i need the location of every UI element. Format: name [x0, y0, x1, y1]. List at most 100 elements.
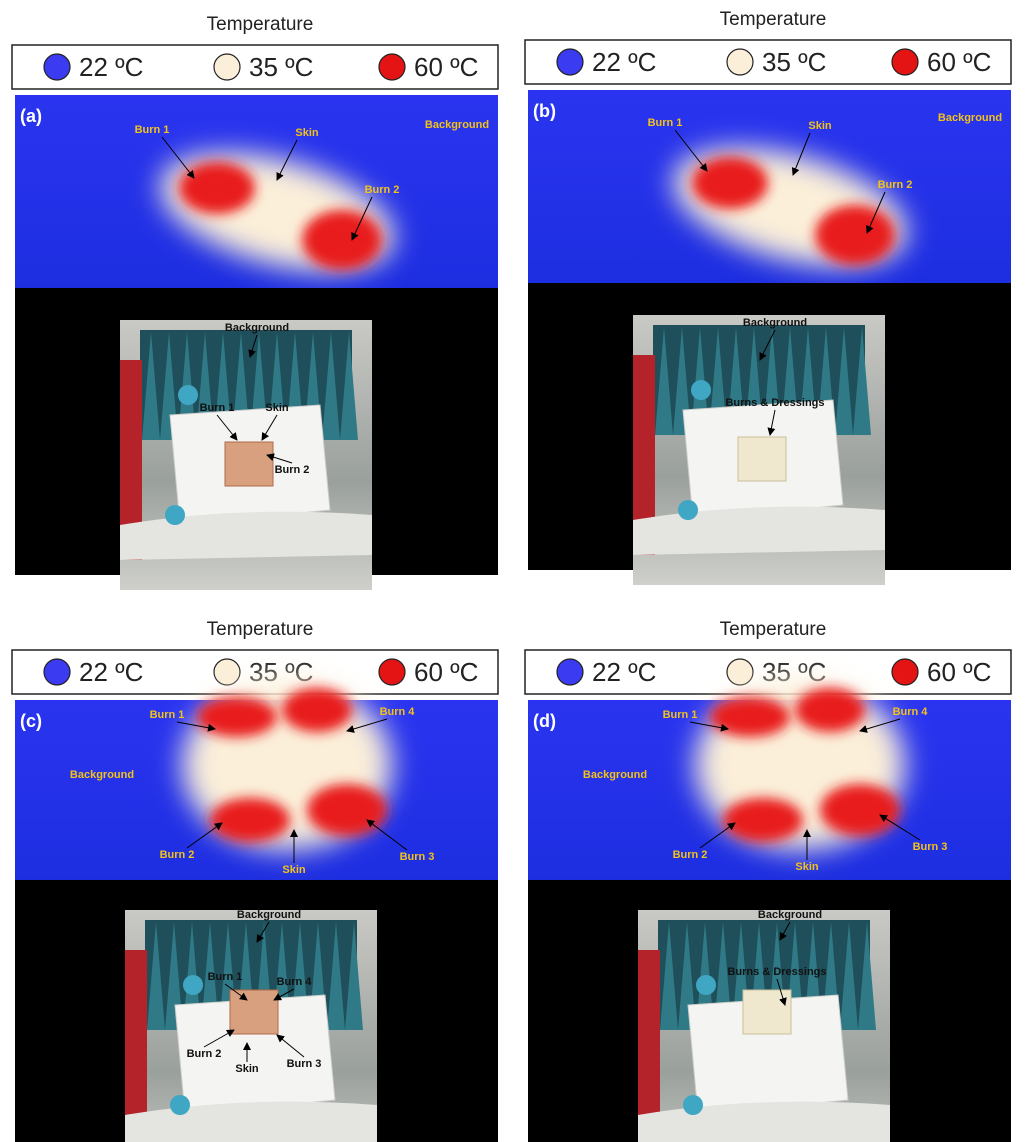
thermal-label: Burn 2 [878, 179, 913, 191]
glove [678, 500, 698, 520]
photo-label: Skin [235, 1063, 259, 1075]
hot-spot [197, 697, 277, 737]
legend-swatch [214, 54, 240, 80]
thermal-label: Burn 1 [663, 709, 698, 721]
photo-label: Background [743, 317, 807, 329]
panel: Temperature 22 ºC 35 ºC 60 ºC (b) Burn 1 Skin B… [525, 9, 1011, 585]
legend-label: 22 ºC [592, 47, 656, 77]
hot-spot [282, 688, 352, 732]
panel-label: (b) [533, 101, 556, 121]
photo [638, 910, 890, 1142]
hot-spot [820, 784, 900, 836]
legend-label: 35 ºC [762, 47, 826, 77]
photo-label: Background [237, 909, 301, 921]
photo-label: Skin [265, 402, 289, 414]
legend-swatch [44, 659, 70, 685]
heat-map [182, 680, 392, 850]
hot-spot [723, 798, 803, 842]
thermal-label: Burn 4 [380, 706, 416, 718]
panel-title: Temperature [207, 619, 314, 640]
thermal-label: Skin [808, 120, 832, 132]
photo-label: Background [758, 909, 822, 921]
panel-title: Temperature [207, 14, 314, 35]
legend-swatch [727, 659, 753, 685]
photo-label: Burns & Dressings [727, 966, 826, 978]
legend-label: 60 ºC [927, 657, 991, 687]
legend-label: 22 ºC [592, 657, 656, 687]
photo-label: Burn 4 [277, 976, 313, 988]
thermal-label: Burn 2 [365, 184, 400, 196]
skin-sample [743, 990, 791, 1034]
glove [691, 380, 711, 400]
photo-label: Background [225, 322, 289, 334]
hot-spot [307, 784, 387, 836]
glove [165, 505, 185, 525]
legend-swatch [379, 54, 405, 80]
thermal-label: Background [425, 119, 489, 131]
hot-spot [795, 688, 865, 732]
thermal-label: Skin [282, 864, 306, 876]
thermal-label: Burn 3 [913, 841, 948, 853]
thermal-label: Burn 4 [893, 706, 929, 718]
panel-label: (c) [20, 711, 42, 731]
hot-spot [179, 162, 255, 214]
page: {"panels": [ {"label": "(a)", "title": "… [0, 0, 1027, 1142]
photo [120, 320, 372, 590]
legend-swatch [892, 659, 918, 685]
glove [183, 975, 203, 995]
legend-label: 22 ºC [79, 52, 143, 82]
panel-title: Temperature [720, 619, 827, 640]
hot-spot [210, 798, 290, 842]
thermal-label: Background [70, 769, 134, 781]
thermal-label: Burn 1 [135, 124, 170, 136]
thermal-label: Background [938, 112, 1002, 124]
legend-label: 60 ºC [414, 52, 478, 82]
photo-label: Burns & Dressings [725, 397, 824, 409]
legend-swatch [557, 659, 583, 685]
legend-label: 22 ºC [79, 657, 143, 687]
glove [170, 1095, 190, 1115]
hot-spot [302, 210, 382, 270]
legend-label: 60 ºC [927, 47, 991, 77]
thermal-label: Burn 2 [160, 849, 195, 861]
thermal-label: Burn 3 [400, 851, 435, 863]
panel-title: Temperature [720, 9, 827, 30]
panel: Temperature22 ºC35 ºC60 ºC(d)Burn 1Burn … [525, 619, 1011, 1142]
thermal-label: Burn 1 [648, 117, 683, 129]
panel: Temperature22 ºC35 ºC60 ºC(c)Burn 1Burn … [12, 619, 498, 1142]
hot-spot [710, 697, 790, 737]
photo-label: Burn 1 [200, 402, 235, 414]
legend-swatch [214, 659, 240, 685]
panel-label: (d) [533, 711, 556, 731]
legend-swatch [557, 49, 583, 75]
legend-swatch [379, 659, 405, 685]
photo [633, 315, 885, 585]
legend-swatch [892, 49, 918, 75]
legend-swatch [44, 54, 70, 80]
skin-sample [230, 990, 278, 1034]
legend-label: 60 ºC [414, 657, 478, 687]
glove [178, 385, 198, 405]
hot-spot [815, 205, 895, 265]
thermal-label: Burn 1 [150, 709, 185, 721]
panel: Temperature 22 ºC 35 ºC 60 ºC (a) Burn 1 Skin B… [12, 14, 498, 590]
panel-label: (a) [20, 106, 42, 126]
glove [696, 975, 716, 995]
photo-label: Burn 2 [275, 464, 310, 476]
photo-label: Burn 1 [208, 971, 243, 983]
thermal-label: Skin [795, 861, 819, 873]
heat-map [695, 680, 905, 850]
glove [683, 1095, 703, 1115]
thermal-label: Burn 2 [673, 849, 708, 861]
thermal-label: Background [583, 769, 647, 781]
photo-label: Burn 3 [287, 1058, 322, 1070]
legend-swatch [727, 49, 753, 75]
skin-sample [225, 442, 273, 486]
figure: Temperature 22 ºC 35 ºC 60 ºC (a) Burn 1 Skin B… [0, 0, 1027, 1142]
hot-spot [692, 157, 768, 209]
thermal-label: Skin [295, 127, 319, 139]
photo-label: Burn 2 [187, 1048, 222, 1060]
skin-sample [738, 437, 786, 481]
legend-label: 35 ºC [249, 52, 313, 82]
photo [125, 910, 377, 1142]
